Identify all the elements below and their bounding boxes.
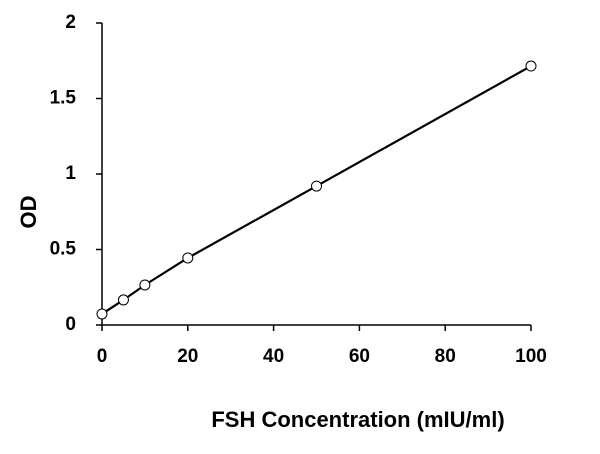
x-tick-label: 60 — [349, 346, 370, 367]
x-tick-label: 100 — [515, 346, 547, 367]
x-tick-label: 40 — [263, 346, 284, 367]
y-tick-label: 1.5 — [50, 88, 77, 109]
x-axis-label: FSH Concentration (mIU/ml) — [211, 407, 504, 432]
data-point — [525, 60, 537, 72]
y-tick-label: 0 — [65, 314, 76, 335]
data-point — [182, 252, 194, 264]
y-tick-label: 2 — [65, 12, 76, 33]
data-point — [117, 294, 129, 306]
y-tick-label: 0.5 — [50, 239, 77, 260]
x-tick-label: 20 — [177, 346, 198, 367]
data-point — [96, 308, 108, 320]
data-point — [139, 279, 151, 291]
y-axis-label: OD — [16, 196, 41, 229]
x-tick-label: 0 — [97, 346, 108, 367]
x-tick-label: 80 — [435, 346, 456, 367]
y-tick-label: 1 — [65, 163, 76, 184]
data-point — [311, 180, 322, 192]
